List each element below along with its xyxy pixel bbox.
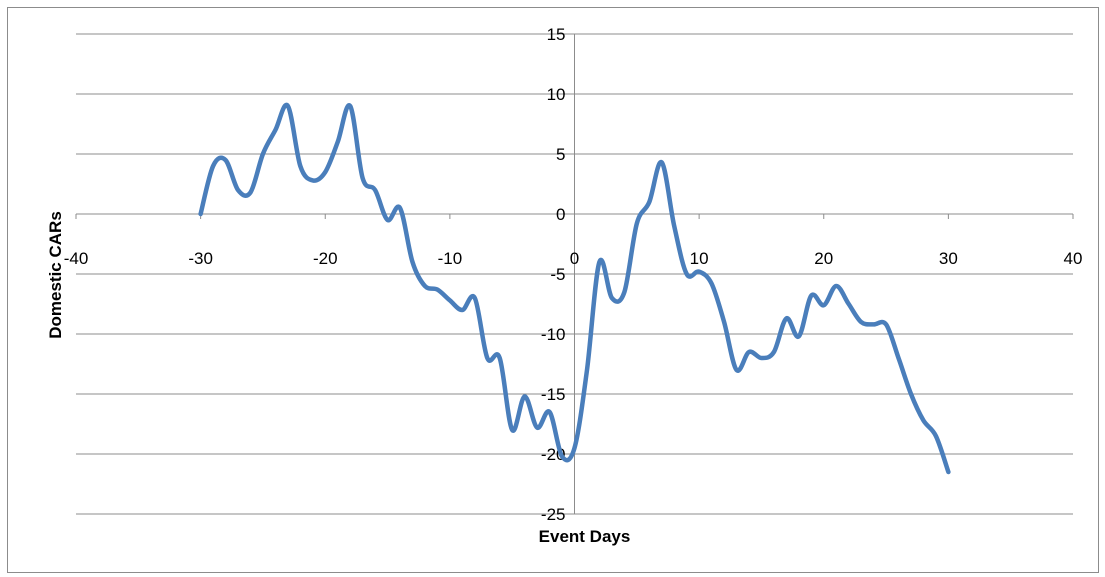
x-tick-label: 30 [939, 249, 958, 268]
y-axis-title: Domestic CARs [46, 211, 65, 339]
x-axis-title: Event Days [539, 527, 631, 546]
y-tick-label: 10 [547, 85, 566, 104]
y-tick-label: -5 [550, 265, 565, 284]
y-tick-label: -15 [541, 385, 566, 404]
x-tick-label: -40 [64, 249, 89, 268]
x-tick-label: -30 [188, 249, 213, 268]
y-tick-label: -25 [541, 505, 566, 524]
y-tick-label: -10 [541, 325, 566, 344]
x-tick-label: 0 [570, 249, 579, 268]
x-tick-label: -20 [313, 249, 338, 268]
axes [75, 33, 1074, 515]
y-tick-label: 15 [547, 25, 566, 44]
x-tick-label: 10 [690, 249, 709, 268]
y-tick-label: 5 [556, 145, 565, 164]
x-tick-label: -10 [438, 249, 463, 268]
x-tick-labels: -40 -30 -20 -10 0 10 20 30 40 [64, 249, 1083, 268]
x-tick-label: 40 [1064, 249, 1083, 268]
chart-frame [7, 7, 1099, 573]
series-line [198, 102, 951, 475]
y-tick-label: 0 [556, 205, 565, 224]
x-tick-label: 20 [814, 249, 833, 268]
